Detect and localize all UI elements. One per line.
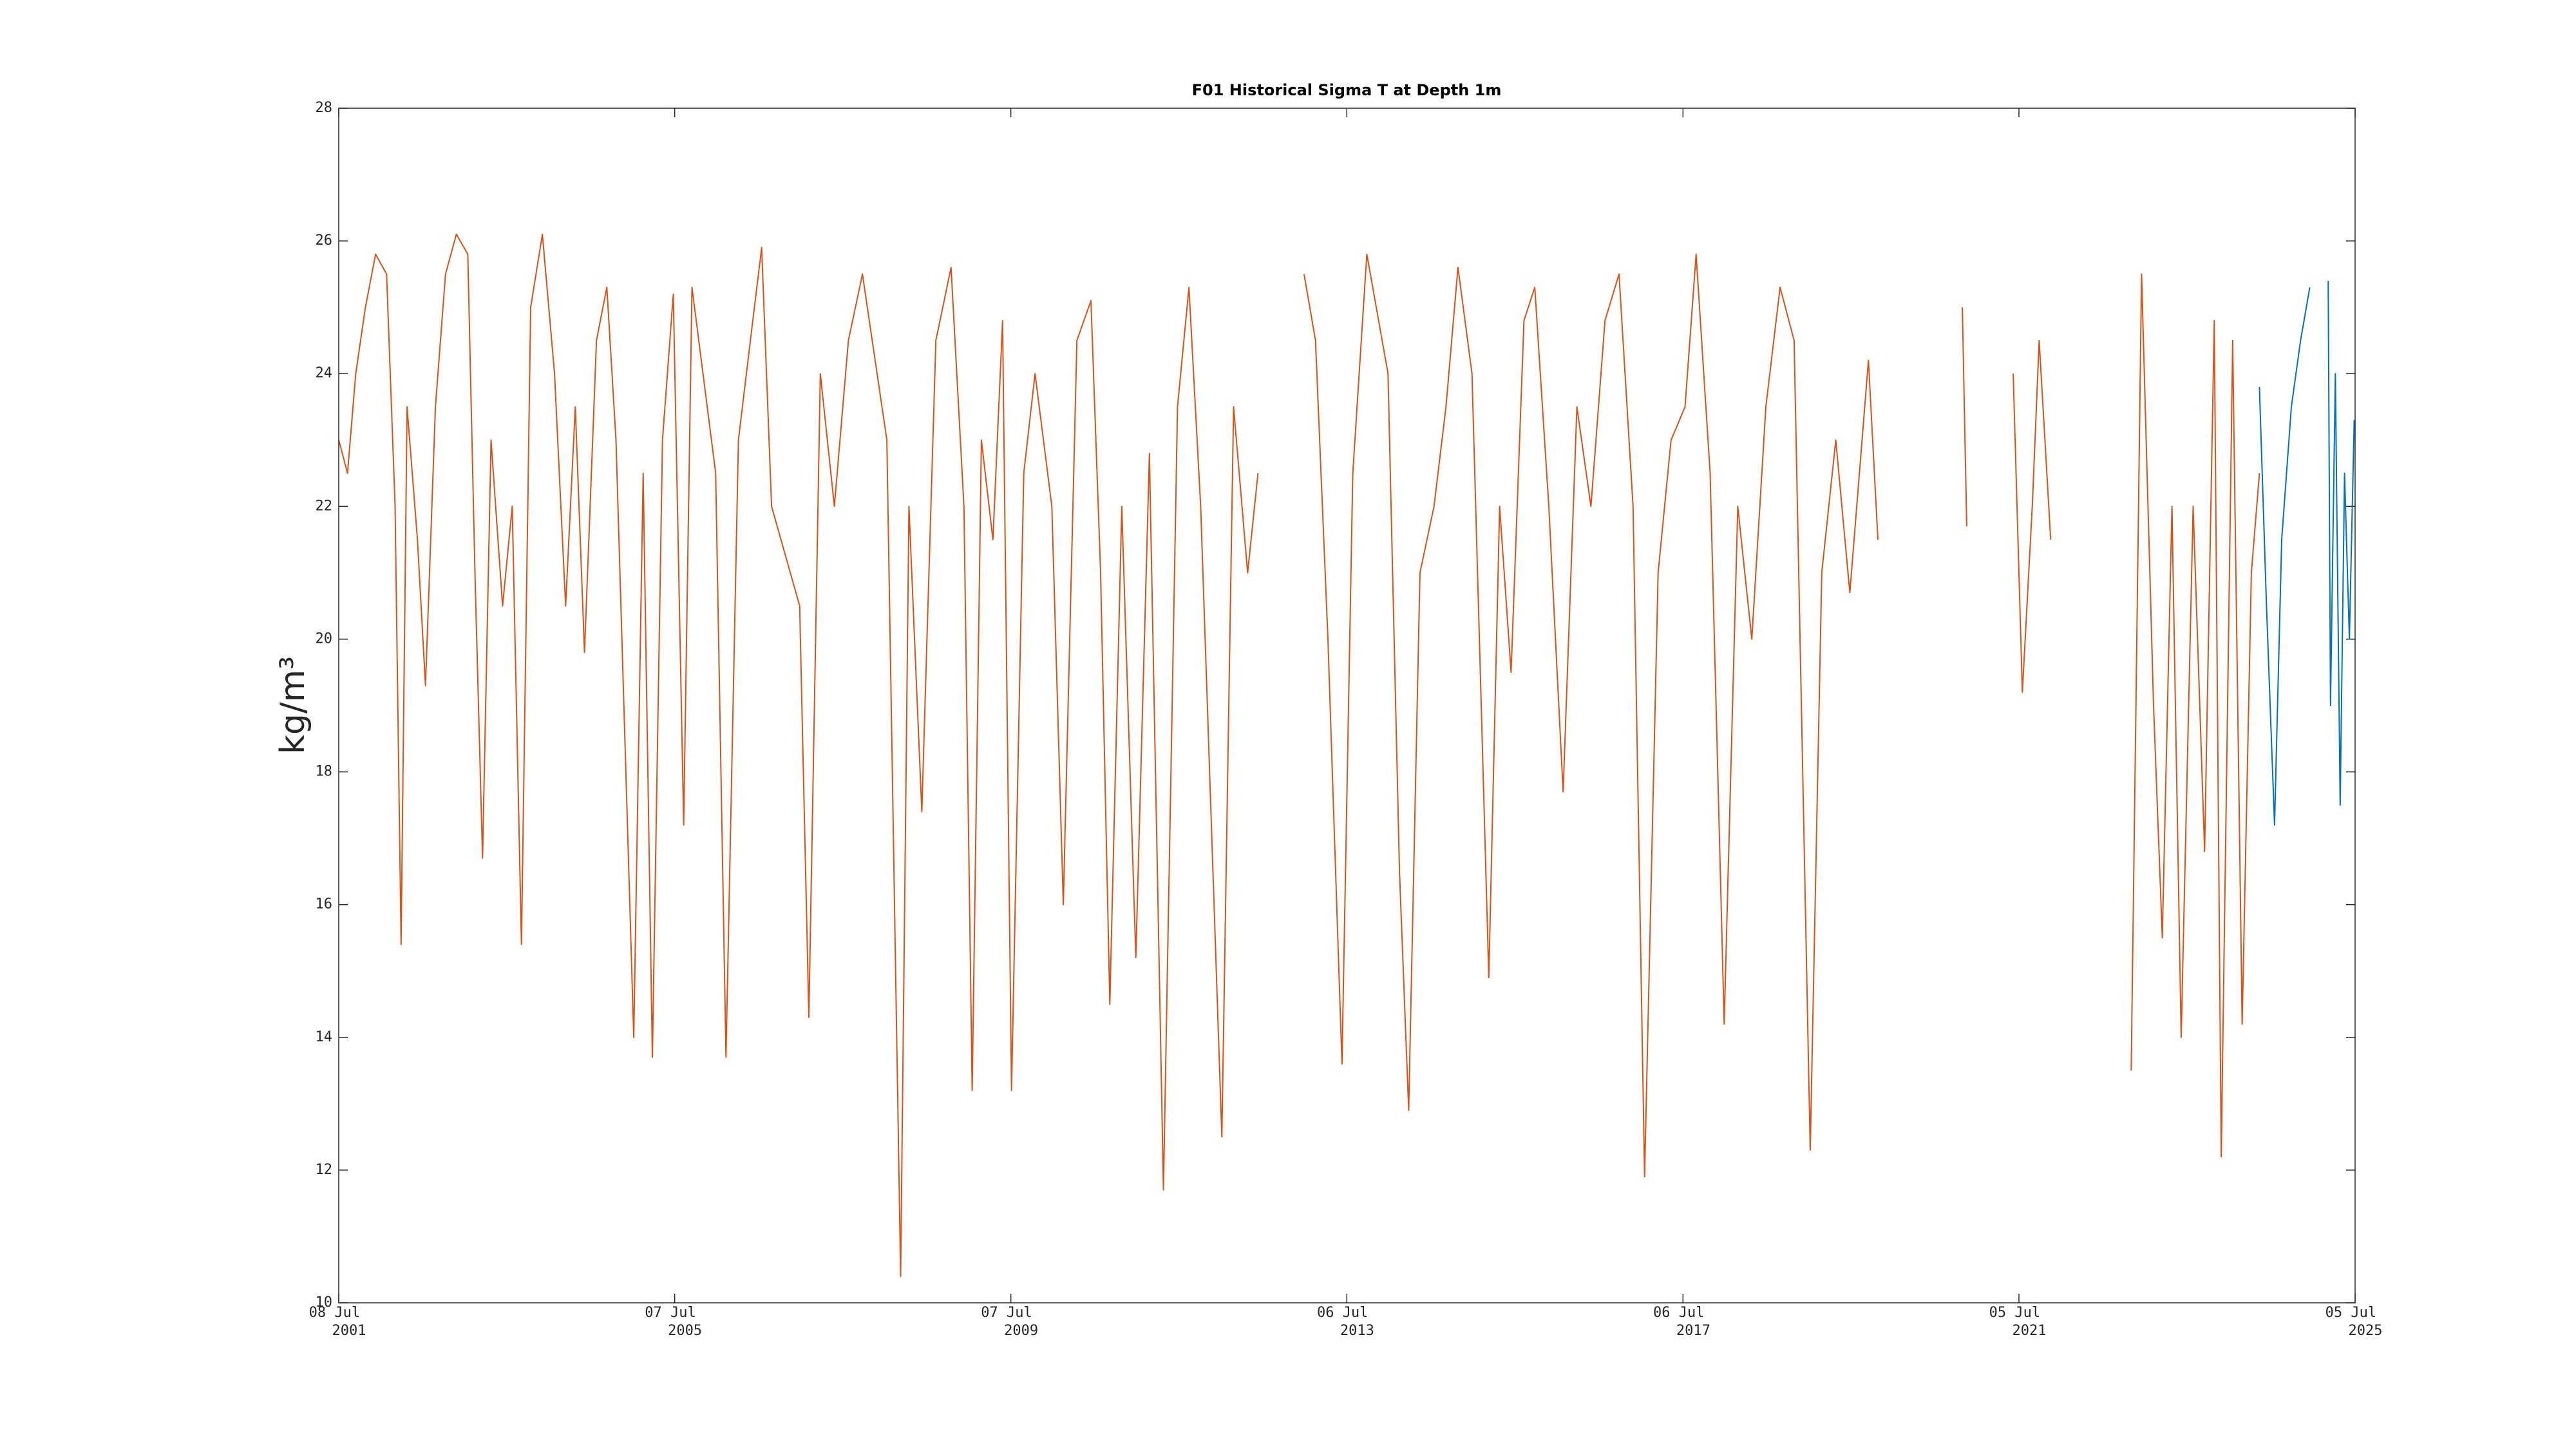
y-axis-label: kg/m³	[274, 656, 312, 754]
plot-frame	[338, 108, 2356, 1303]
y-tick-label: 22	[316, 498, 333, 514]
y-tick-label: 18	[316, 764, 333, 780]
y-tick-label: 14	[316, 1029, 333, 1045]
x-tick-label: 07 Jul 2005	[645, 1305, 705, 1339]
y-tick-label: 24	[316, 365, 333, 381]
y-tick-label: 28	[316, 100, 333, 116]
x-tick-label: 06 Jul 2013	[1317, 1305, 1377, 1339]
series-line	[2259, 280, 2355, 826]
x-tick-label: 05 Jul 2025	[2325, 1305, 2385, 1339]
x-tick-label: 05 Jul 2021	[1989, 1305, 2049, 1339]
y-tick-label: 12	[316, 1162, 333, 1178]
x-tick-label: 06 Jul 2017	[1653, 1305, 1713, 1339]
y-tick-label: 16	[316, 896, 333, 913]
y-tick-label: 10	[316, 1294, 333, 1311]
chart-title: F01 Historical Sigma T at Depth 1m	[1192, 81, 1502, 99]
x-tick-label: 08 Jul 2001	[309, 1305, 369, 1339]
y-tick-label: 26	[316, 232, 333, 249]
series-line	[338, 233, 2260, 1277]
y-tick-label: 20	[316, 630, 333, 647]
x-tick-label: 07 Jul 2009	[981, 1305, 1041, 1339]
